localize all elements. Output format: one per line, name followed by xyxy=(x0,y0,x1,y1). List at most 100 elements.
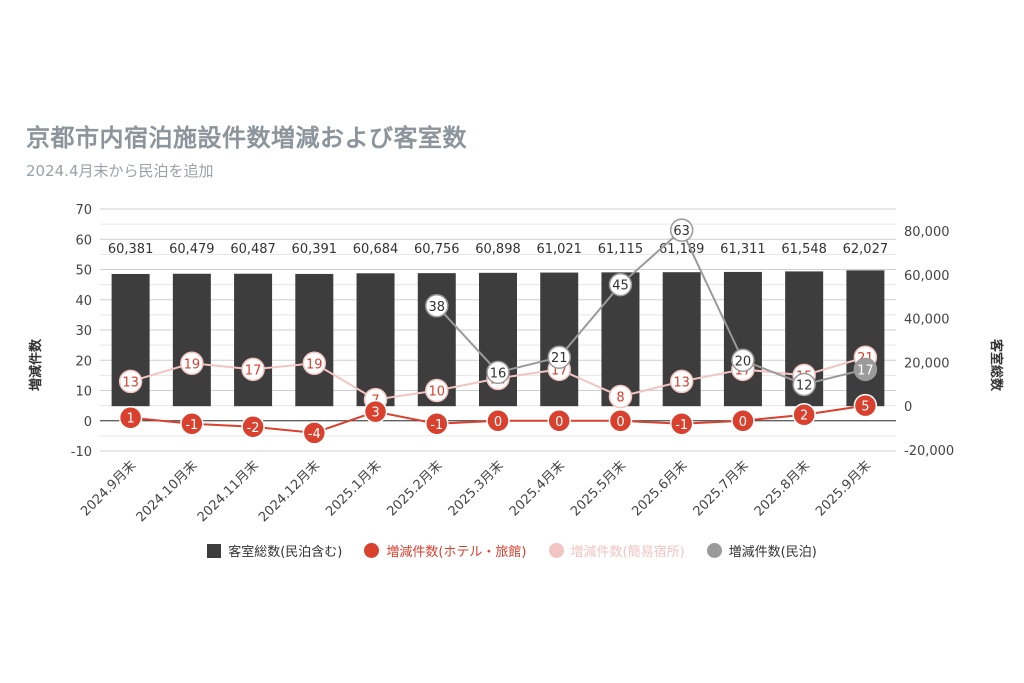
point-value-label: 17 xyxy=(857,363,874,378)
y-right-tick-label: 60,000 xyxy=(904,269,950,284)
x-tick-label: 2025.1月末 xyxy=(323,458,384,519)
point-value-label: -1 xyxy=(185,418,198,433)
point-value-label: 5 xyxy=(861,400,869,415)
y-right-tick-label: 0 xyxy=(904,400,912,415)
bar-value-label: 60,381 xyxy=(108,242,154,257)
data-point xyxy=(486,360,510,385)
legend-label: 客室総数(民泊含む) xyxy=(228,545,343,560)
x-tick-label: 2025.4月末 xyxy=(507,458,568,519)
point-value-label: 19 xyxy=(184,357,201,372)
legend-item: 増減件数(民泊) xyxy=(706,541,817,560)
data-point xyxy=(608,272,633,297)
y-right-tick-label: -20,000 xyxy=(904,444,954,459)
y-left-tick-label: 20 xyxy=(75,354,92,369)
point-value-label: 21 xyxy=(551,351,568,366)
data-point xyxy=(731,348,755,372)
legend-label: 増減件数(民泊) xyxy=(728,545,817,560)
data-point xyxy=(608,384,633,409)
data-point xyxy=(608,409,633,433)
bar xyxy=(172,273,211,407)
bar-value-label: 62,027 xyxy=(843,242,889,257)
point-value-label: 45 xyxy=(612,279,629,294)
legend-swatch xyxy=(364,543,380,558)
legend-label: 増減件数(簡易宿所) xyxy=(570,545,685,560)
point-value-label: -1 xyxy=(430,418,443,433)
bar-value-label: 60,479 xyxy=(169,242,215,257)
data-point xyxy=(241,357,265,382)
bar xyxy=(234,273,273,407)
point-value-label: 10 xyxy=(428,385,445,400)
chart-subtitle: 2024.4月末から民泊を追加 xyxy=(26,162,214,180)
data-point xyxy=(425,412,449,436)
data-point xyxy=(669,218,694,242)
legend-item: 増減件数(ホテル・旅館) xyxy=(364,541,527,560)
point-value-label: 8 xyxy=(616,391,624,406)
bar xyxy=(295,273,334,407)
point-value-label: 20 xyxy=(735,354,752,369)
y-right-tick-label: 80,000 xyxy=(904,225,950,240)
point-value-label: 0 xyxy=(739,415,747,430)
data-point xyxy=(792,372,816,397)
y-right-tick-label: 20,000 xyxy=(904,356,950,371)
y-left-axis-label: 増減件数 xyxy=(28,338,44,391)
data-point xyxy=(302,351,327,376)
data-point xyxy=(853,393,878,418)
chart-title: 京都市内宿泊施設件数増減および客室数 xyxy=(26,124,467,152)
y-left-tick-label: 70 xyxy=(75,203,92,218)
y-right-tick-label: 40,000 xyxy=(904,313,950,328)
point-value-label: 13 xyxy=(673,375,690,390)
point-value-label: 17 xyxy=(245,363,262,378)
x-tick-label: 2024.12月末 xyxy=(256,458,323,525)
y-left-tick-label: 0 xyxy=(84,415,92,430)
bar xyxy=(846,270,885,407)
point-value-label: 38 xyxy=(428,300,445,315)
x-tick-label: 2025.2月末 xyxy=(384,458,445,519)
legend-label: 増減件数(ホテル・旅館) xyxy=(386,545,527,560)
data-point xyxy=(180,351,204,376)
point-value-label: -1 xyxy=(675,418,688,433)
legend-item: 増減件数(簡易宿所) xyxy=(548,541,685,560)
data-point xyxy=(425,294,449,318)
bar-value-label: 60,898 xyxy=(475,242,521,257)
bar-value-label: 61,021 xyxy=(536,242,582,257)
point-value-label: -2 xyxy=(247,421,260,436)
data-point xyxy=(118,369,143,394)
data-point xyxy=(302,421,327,445)
point-value-label: 63 xyxy=(673,224,690,239)
bar xyxy=(540,272,579,407)
x-tick-label: 2025.7月末 xyxy=(691,458,752,519)
bar-value-label: 60,487 xyxy=(230,242,276,257)
data-point xyxy=(669,369,694,394)
y-right-axis-label: 客室総数 xyxy=(988,339,1004,392)
x-tick-label: 2025.9月末 xyxy=(813,458,874,519)
legend-swatch xyxy=(207,543,222,558)
y-left-tick-label: 10 xyxy=(75,385,92,400)
bar-value-label: 60,684 xyxy=(353,242,399,257)
point-value-label: 0 xyxy=(494,415,502,430)
chart-legend: 客室総数(民泊含む) 増減件数(ホテル・旅館) 増減件数(簡易宿所) 増減件数(民泊) xyxy=(0,541,1024,560)
x-tick-label: 2024.11月末 xyxy=(195,458,262,525)
bar xyxy=(723,271,762,407)
data-point xyxy=(547,345,571,369)
data-point xyxy=(669,412,694,436)
legend-swatch xyxy=(548,543,564,558)
data-point xyxy=(363,399,388,424)
legend-swatch xyxy=(706,543,722,558)
data-point xyxy=(425,378,449,403)
x-tick-label: 2025.6月末 xyxy=(629,458,690,519)
point-value-label: 3 xyxy=(371,406,379,421)
y-left-tick-label: 50 xyxy=(75,264,92,279)
point-value-label: 1 xyxy=(126,412,134,427)
data-point xyxy=(792,402,816,427)
data-point xyxy=(241,415,265,439)
x-tick-label: 2024.9月末 xyxy=(78,458,139,519)
data-point xyxy=(853,357,878,382)
data-point xyxy=(118,405,143,430)
bar-value-label: 61,311 xyxy=(720,242,766,257)
point-value-label: 2 xyxy=(800,409,808,424)
y-left-tick-label: -10 xyxy=(71,445,92,460)
bar-value-label: 60,756 xyxy=(414,242,460,257)
y-left-tick-label: 30 xyxy=(75,324,92,339)
point-value-label: 19 xyxy=(306,357,323,372)
